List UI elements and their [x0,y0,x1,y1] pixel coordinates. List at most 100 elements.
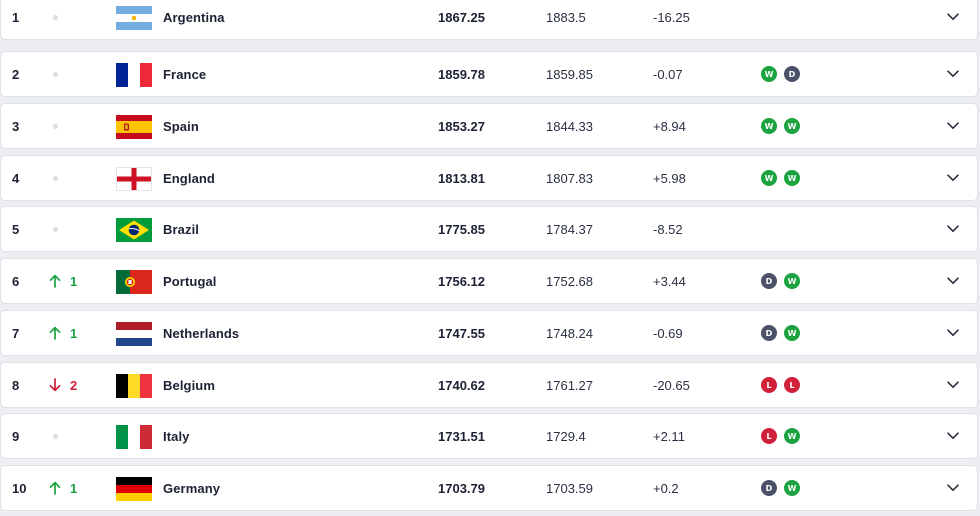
team-name[interactable]: Germany [163,480,221,496]
points-difference: -0.07 [653,66,683,82]
form-badge: W [784,428,800,444]
chevron-down-icon[interactable] [947,311,961,355]
points-difference: -0.69 [653,325,683,341]
total-points: 1859.78 [438,66,485,82]
chevron-down-icon[interactable] [947,156,961,200]
form-badge: D [784,66,800,82]
flag-argentina-icon [116,6,152,30]
chevron-down-icon[interactable] [947,207,961,251]
rank-change: 1 [70,273,78,289]
rank-number: 8 [12,377,20,393]
table-row[interactable]: 6 1 Portugal 1756.12 1752.68 +3.44 D W [0,258,978,304]
chevron-down-icon[interactable] [947,259,961,303]
flag-portugal-icon [116,270,152,294]
rank-number: 10 [12,480,27,496]
arrow-up-icon [49,481,61,495]
total-points: 1756.12 [438,273,485,289]
form-badge: W [784,118,800,134]
total-points: 1867.25 [438,9,485,25]
team-name[interactable]: Italy [163,428,190,444]
team-name[interactable]: Spain [163,118,199,134]
chevron-down-icon[interactable] [947,414,961,458]
previous-points: 1784.37 [546,221,593,237]
table-row[interactable]: 8 2 Belgium 1740.62 1761.27 -20.65 L L [0,362,978,408]
team-name[interactable]: Brazil [163,221,200,237]
table-row[interactable]: 1 Argentina 1867.25 1883.5 -16.25 [0,0,978,40]
points-difference: +2.11 [653,428,685,444]
rank-number: 6 [12,273,20,289]
rank-change: 2 [70,377,78,393]
table-row[interactable]: 9 Italy 1731.51 1729.4 +2.11 L W [0,413,978,459]
table-row[interactable]: 7 1 Netherlands 1747.55 1748.24 -0.69 D W [0,310,978,356]
team-name[interactable]: Belgium [163,377,215,393]
rank-movement [49,0,58,39]
rank-number: 4 [12,170,20,186]
table-row[interactable]: 5 Brazil 1775.85 1784.37 -8.52 [0,206,978,252]
rank-movement: 1 [49,466,77,510]
rank-number: 2 [12,66,20,82]
chevron-down-icon[interactable] [947,104,961,148]
table-row[interactable]: 10 1 Germany 1703.79 1703.59 +0.2 D W [0,465,978,511]
arrow-up-icon [49,326,61,340]
previous-points: 1807.83 [546,170,593,186]
table-row[interactable]: 3 Spain 1853.27 1844.33 +8.94 W W [0,103,978,149]
chevron-down-icon[interactable] [947,52,961,96]
chevron-down-icon[interactable] [947,363,961,407]
points-difference: +8.94 [653,118,686,134]
chevron-down-icon[interactable] [947,0,961,39]
arrow-down-icon [49,378,61,392]
form-badge: D [761,480,777,496]
dot-icon [53,226,58,232]
form-badge: W [784,325,800,341]
total-points: 1853.27 [438,118,485,134]
table-row[interactable]: 2 France 1859.78 1859.85 -0.07 W D [0,51,978,97]
rank-change: 1 [70,480,78,496]
dot-icon [53,71,58,77]
flag-spain-icon [116,115,152,139]
chevron-down-icon[interactable] [947,466,961,510]
rank-movement [49,52,58,96]
rank-number: 3 [12,118,20,134]
points-difference: -20.65 [653,377,690,393]
team-name[interactable]: Portugal [163,273,217,289]
rank-number: 5 [12,221,20,237]
total-points: 1703.79 [438,480,485,496]
arrow-up-icon [49,274,61,288]
points-difference: +3.44 [653,273,686,289]
previous-points: 1883.5 [546,9,586,25]
points-difference: -8.52 [653,221,683,237]
form-badge: W [784,273,800,289]
total-points: 1731.51 [438,428,485,444]
team-name[interactable]: Argentina [163,9,225,25]
rank-movement: 1 [49,311,77,355]
team-name[interactable]: England [163,170,215,186]
previous-points: 1752.68 [546,273,593,289]
form-badge: W [761,170,777,186]
form-badge: W [761,118,777,134]
team-name[interactable]: Netherlands [163,325,240,341]
rank-number: 9 [12,428,20,444]
previous-points: 1748.24 [546,325,593,341]
form-badge: L [784,377,800,393]
rank-movement: 1 [49,259,77,303]
form-badge: L [761,428,777,444]
total-points: 1747.55 [438,325,485,341]
form-badge: L [761,377,777,393]
dot-icon [53,175,58,181]
flag-brazil-icon [116,218,152,242]
previous-points: 1729.4 [546,428,586,444]
team-name[interactable]: France [163,66,207,82]
rank-number: 1 [12,9,20,25]
rank-change: 1 [70,325,78,341]
previous-points: 1859.85 [546,66,593,82]
rank-movement [49,156,58,200]
table-row[interactable]: 4 England 1813.81 1807.83 +5.98 W W [0,155,978,201]
points-difference: +5.98 [653,170,686,186]
form-badge: D [761,273,777,289]
